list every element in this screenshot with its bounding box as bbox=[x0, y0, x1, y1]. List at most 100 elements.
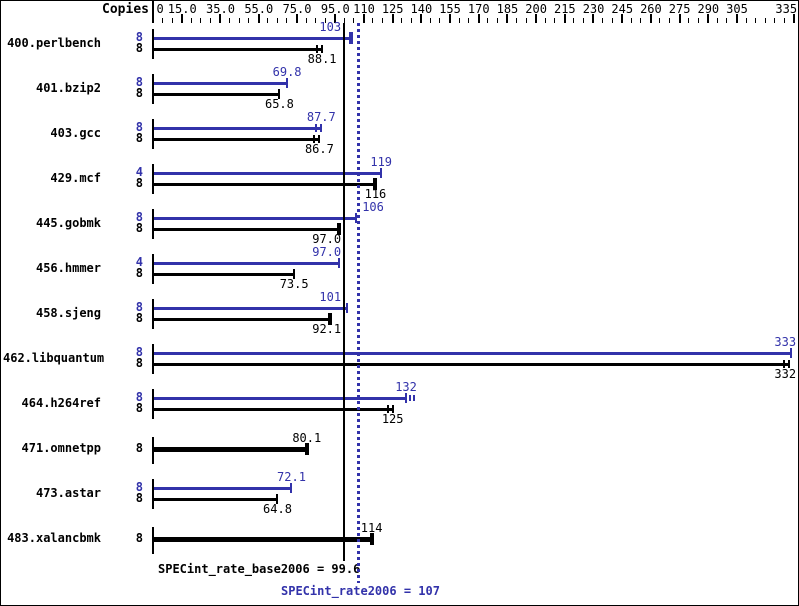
axis-tick bbox=[726, 18, 728, 23]
bar-value-label: 101 bbox=[319, 290, 342, 304]
bar-end-marker bbox=[355, 213, 358, 223]
bar-end-marker bbox=[293, 269, 296, 279]
axis-tick-label: 275 bbox=[668, 2, 691, 16]
bar-end-marker bbox=[405, 393, 408, 403]
axis-tick bbox=[372, 18, 374, 23]
axis-tick bbox=[181, 14, 184, 23]
axis-tick bbox=[611, 18, 613, 23]
axis-tick bbox=[669, 18, 670, 23]
axis-tick bbox=[544, 18, 546, 23]
copies-label: 8 bbox=[135, 356, 143, 370]
bar bbox=[154, 273, 295, 276]
bar bbox=[154, 93, 280, 96]
axis-tick bbox=[582, 18, 584, 23]
axis-tick bbox=[391, 14, 394, 23]
bar-end-marker bbox=[320, 124, 323, 132]
axis-tick-label: 15.0 bbox=[167, 2, 197, 16]
bar-value-label: 114 bbox=[360, 521, 383, 535]
group-axis-tick bbox=[152, 119, 154, 149]
bar-end-marker bbox=[315, 124, 318, 132]
axis-tick bbox=[774, 18, 776, 23]
benchmark-label: 471.omnetpp bbox=[21, 441, 101, 455]
axis-tick-label: 75.0 bbox=[282, 2, 312, 16]
bar-end-marker bbox=[345, 303, 348, 313]
copies-label: 8 bbox=[135, 210, 143, 224]
axis-tick bbox=[382, 18, 384, 23]
axis-tick bbox=[621, 14, 624, 23]
copies-label: 8 bbox=[135, 311, 143, 325]
bar-end-marker bbox=[413, 395, 416, 401]
axis-tick bbox=[162, 18, 164, 23]
axis-tick-label: 55.0 bbox=[244, 2, 274, 16]
bar-end-marker bbox=[318, 135, 321, 143]
axis-tick bbox=[563, 14, 566, 23]
bar-end-marker bbox=[304, 443, 309, 455]
copies-label: 8 bbox=[135, 531, 143, 545]
axis-tick bbox=[209, 18, 211, 23]
bar bbox=[154, 498, 278, 501]
axis-tick bbox=[735, 14, 738, 23]
copies-label: 8 bbox=[135, 221, 143, 235]
bar-end-marker bbox=[290, 483, 293, 493]
axis-tick bbox=[487, 18, 489, 23]
axis-tick bbox=[295, 14, 298, 23]
group-axis-tick bbox=[152, 344, 154, 374]
bar-value-label: 333 bbox=[774, 335, 797, 349]
axis-tick bbox=[353, 18, 355, 23]
bar-end-marker bbox=[327, 313, 332, 325]
benchmark-label: 400.perlbench bbox=[7, 36, 101, 50]
bar-value-label: 92.1 bbox=[312, 322, 342, 336]
bar-end-marker bbox=[380, 168, 383, 178]
axis-tick bbox=[659, 18, 661, 23]
copies-label: 8 bbox=[135, 491, 143, 505]
copies-label: 8 bbox=[135, 480, 143, 494]
axis-tick bbox=[793, 14, 796, 23]
benchmark-label: 429.mcf bbox=[50, 171, 101, 185]
bar-value-label: 332 bbox=[774, 367, 797, 381]
bar bbox=[154, 537, 372, 542]
group-axis-tick bbox=[152, 299, 154, 329]
bar-value-label: 88.1 bbox=[307, 52, 337, 66]
bar bbox=[154, 217, 357, 220]
axis-tick bbox=[755, 18, 757, 23]
bar-value-label: 132 bbox=[395, 380, 417, 394]
axis-tick-label: 95.0 bbox=[320, 2, 350, 16]
axis-tick bbox=[305, 18, 307, 23]
bar-value-label: 106 bbox=[362, 200, 384, 214]
axis-tick-label: 260 bbox=[640, 2, 662, 16]
axis-tick bbox=[248, 18, 250, 23]
axis-tick bbox=[764, 18, 766, 23]
bar-value-label: 97.0 bbox=[312, 245, 342, 259]
axis-tick bbox=[420, 14, 423, 23]
axis-tick bbox=[267, 18, 269, 23]
bar-value-label: 73.5 bbox=[279, 277, 309, 291]
bar bbox=[154, 183, 376, 186]
peak-summary-label: SPECint_rate2006 = 107 bbox=[281, 584, 440, 598]
bar bbox=[154, 138, 320, 141]
bar-end-marker bbox=[386, 405, 389, 413]
bar-value-label: 125 bbox=[381, 412, 404, 426]
axis-tick bbox=[334, 14, 337, 23]
benchmark-label: 456.hmmer bbox=[35, 261, 101, 275]
bar bbox=[154, 318, 330, 321]
bar-end-marker bbox=[369, 533, 374, 545]
axis-tick bbox=[276, 18, 278, 23]
base-summary-label: SPECint_rate_base2006 = 99.6 bbox=[158, 562, 361, 576]
benchmark-label: 401.bzip2 bbox=[35, 81, 101, 95]
copies-label: 8 bbox=[135, 401, 143, 415]
axis-tick-label: 155 bbox=[439, 2, 461, 16]
axis-tick bbox=[362, 14, 365, 23]
bar-end-marker bbox=[787, 360, 790, 368]
bar-end-marker bbox=[348, 32, 353, 44]
bar bbox=[154, 127, 322, 130]
axis-tick bbox=[315, 18, 317, 23]
copies-label: 4 bbox=[135, 255, 143, 269]
axis-tick-label: 110 bbox=[353, 2, 375, 16]
bar-end-marker bbox=[278, 89, 281, 99]
bar bbox=[154, 352, 791, 355]
axis-tick bbox=[238, 18, 240, 23]
bar-value-label: 103 bbox=[319, 20, 342, 34]
bar bbox=[154, 363, 789, 366]
axis-tick-label: 0 bbox=[156, 2, 164, 16]
axis-tick bbox=[716, 18, 718, 23]
